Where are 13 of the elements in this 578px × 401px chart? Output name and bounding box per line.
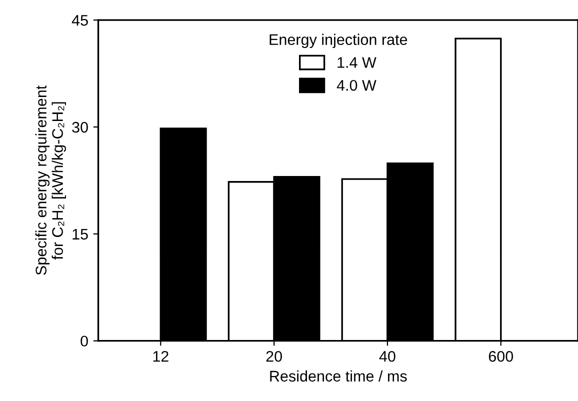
y-tick-label: 0 (80, 336, 88, 347)
x-axis-title: Residence time / ms (270, 370, 407, 382)
y-tick-label: 15 (72, 228, 88, 240)
x-tick-label: 600 (488, 350, 514, 362)
y-tick-label: 30 (72, 122, 88, 133)
y-tick-label: 45 (72, 15, 88, 26)
x-tick-label: 20 (266, 350, 282, 362)
legend-label: 4.0 W (336, 80, 376, 91)
legend-label: 1.4 W (338, 57, 376, 68)
y-axis-title: Specific energy requirement for C₂H₂ [kWh/kg-C₂H₂] (35, 85, 66, 275)
x-tick-label: 40 (379, 350, 396, 362)
x-tick-label: 12 (153, 350, 168, 362)
legend-title: Energy injection rate (270, 34, 408, 48)
